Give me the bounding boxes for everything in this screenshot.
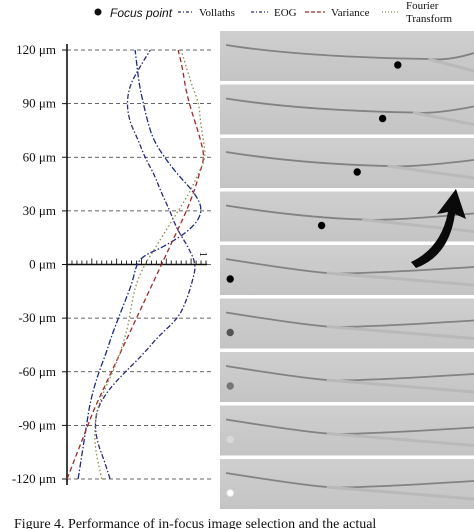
- y-axis-labels: 120 μm 90 μm 60 μm 30 μm 0 μm -30 μm -60 μm -90…: [12, 42, 56, 486]
- needle-shadow: [362, 218, 474, 233]
- frame-image: [220, 459, 474, 509]
- frame-background: [220, 138, 474, 188]
- y-tick-label: 120 μm: [16, 42, 56, 57]
- needle-shadow: [326, 271, 474, 287]
- x-axis-ticks: [66, 258, 207, 265]
- y-tick-label: -60 μm: [18, 364, 56, 379]
- direction-arrow: [411, 189, 466, 268]
- legend-focus-dot: [94, 8, 102, 16]
- legend: Focus point Vollaths EOG Variance Fourie…: [94, 0, 452, 25]
- y-tick-label: 60 μm: [23, 149, 56, 164]
- frame-image: [220, 84, 474, 135]
- focus-point-dot: [378, 114, 387, 123]
- focus-point-dot: [226, 435, 234, 444]
- series-line-variance: [66, 49, 205, 480]
- y-tick-label: 30 μm: [23, 203, 56, 218]
- focus-point-dot: [226, 489, 234, 497]
- y-tick-label: 90 μm: [23, 96, 56, 111]
- series-line-fourier-transform: [94, 49, 206, 480]
- needle-shadow: [326, 378, 474, 394]
- focus-point-dot: [226, 382, 234, 390]
- y-tick-label: -90 μm: [18, 417, 56, 432]
- focus-point-dot: [226, 328, 234, 337]
- focus-point-dot: [226, 275, 234, 283]
- legend-fourier-label: Fourier Transform: [406, 0, 452, 25]
- y-tick-label: -30 μm: [18, 310, 56, 325]
- frame-image: [220, 352, 474, 402]
- y-tick-label: 0 μm: [29, 257, 56, 272]
- series-line-vollaths: [94, 49, 196, 480]
- needle-shadow: [387, 164, 474, 180]
- frame-image: [220, 298, 474, 349]
- series-line-eog: [77, 49, 202, 480]
- needle-shape: [225, 97, 474, 114]
- gridlines: [62, 49, 212, 480]
- focus-point-dot: [317, 221, 326, 230]
- curved-arrow-icon: [411, 189, 466, 268]
- legend-focus-label: Focus point: [110, 6, 173, 20]
- x-tick-label-1: 1: [197, 252, 209, 258]
- plot-area: 120 μm 90 μm 60 μm 30 μm 0 μm -30 μm -60 μm -90…: [12, 42, 212, 486]
- legend-fourier-label-line1: Fourier: [406, 0, 439, 12]
- legend-fourier-label-line2: Transform: [406, 13, 452, 25]
- focus-image-strip: [220, 31, 474, 509]
- legend-vollaths-label: Vollaths: [199, 7, 235, 19]
- frame-image: [220, 31, 474, 81]
- needle-shape: [225, 44, 474, 61]
- frame-image: [220, 138, 474, 188]
- frame-image: [220, 405, 474, 456]
- legend-eog-label: EOG: [274, 7, 297, 19]
- focus-point-dot: [394, 61, 402, 69]
- needle-shadow: [326, 485, 474, 501]
- legend-variance-label: Variance: [331, 7, 370, 19]
- frame-image: [220, 191, 474, 242]
- y-tick-label: -120 μm: [12, 471, 56, 486]
- needle-shape: [225, 151, 474, 168]
- needle-shadow: [326, 325, 474, 340]
- needle-shadow: [427, 57, 474, 73]
- figure-caption: Figure 4. Performance of in-focus image …: [14, 517, 376, 529]
- needle-shadow: [412, 111, 474, 126]
- focus-point-dot: [353, 168, 361, 176]
- series-lines: [66, 49, 206, 480]
- needle-shape: [225, 204, 474, 221]
- needle-shadow: [326, 432, 474, 447]
